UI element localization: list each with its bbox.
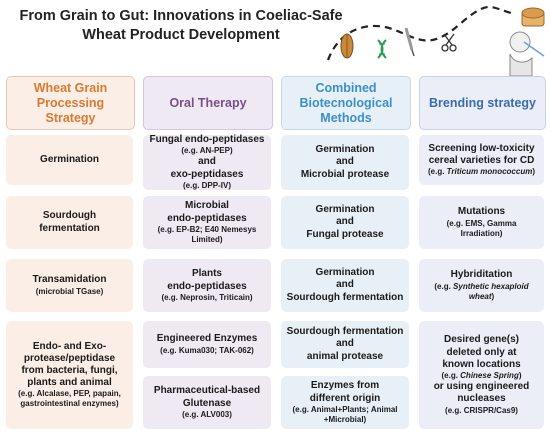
wheat-grain-icon (340, 33, 354, 59)
process-illustration (326, 6, 545, 76)
person-icon (509, 31, 545, 76)
breeding-strategy-cell: Mutations (e.g. EMS, Gamma Irradiation) (419, 196, 544, 249)
pipette-icon (404, 27, 415, 57)
variety-name: Synthetic hexaploid wheat (453, 281, 529, 301)
oral-therapy-cell: Plants endo-peptidases (e.g. Neprosin, T… (143, 259, 271, 312)
column-header-breeding: Brending strategy (419, 76, 546, 130)
combined-method-cell: Enzymes from different origin (e.g. Anim… (281, 376, 409, 429)
column-header-combined: Combined Biotecnological Methods (281, 76, 411, 130)
scissors-icon (441, 33, 457, 52)
combined-method-cell: Germination and Sourdough fermentation (281, 259, 409, 312)
processing-cell: Germination (6, 135, 133, 185)
processing-cell: Sourdough fermentation (6, 196, 133, 249)
oral-therapy-cell: Fungal endo-peptidases (e.g. AN-PEP) and… (143, 134, 271, 190)
column-header-processing: Wheat Grain Processing Strategy (6, 76, 135, 130)
oral-therapy-cell: Pharmaceutical-based Glutenase (e.g. ALV… (143, 376, 271, 429)
processing-cell: Endo- and Exo-protease/peptidase from ba… (6, 321, 133, 429)
species-name: Triticum monococcum (446, 167, 533, 177)
breeding-strategy-cell: Desired gene(s) deleted only at known lo… (419, 321, 544, 429)
combined-method-cell: Sourdough fermentation and animal protea… (281, 321, 409, 368)
breeding-strategy-cell: Hybriditation (e.g. Synthetic hexaploid … (419, 259, 544, 312)
processing-cell: Transamidation (microbial TGase) (6, 259, 133, 312)
dashed-path (326, 6, 516, 61)
combined-method-cell: Germination and Microbial protease (281, 135, 409, 190)
oral-therapy-cell: Engineered Enzymes (e.g. Kuma030; TAK-06… (143, 321, 271, 368)
column-header-oral-therapy: Oral Therapy (143, 76, 273, 130)
dna-icon (377, 39, 387, 59)
bread-icon (521, 7, 545, 27)
page-title: From Grain to Gut: Innovations in Coelia… (19, 8, 343, 43)
oral-therapy-cell: Microbial endo-peptidases (e.g. EP-B2; E… (143, 196, 271, 249)
combined-method-cell: Germination and Fungal protease (281, 196, 409, 249)
breeding-strategy-cell: Screening low-toxicity cereal varieties … (419, 135, 544, 185)
cultivar-name: Chinese Spring (460, 371, 519, 381)
